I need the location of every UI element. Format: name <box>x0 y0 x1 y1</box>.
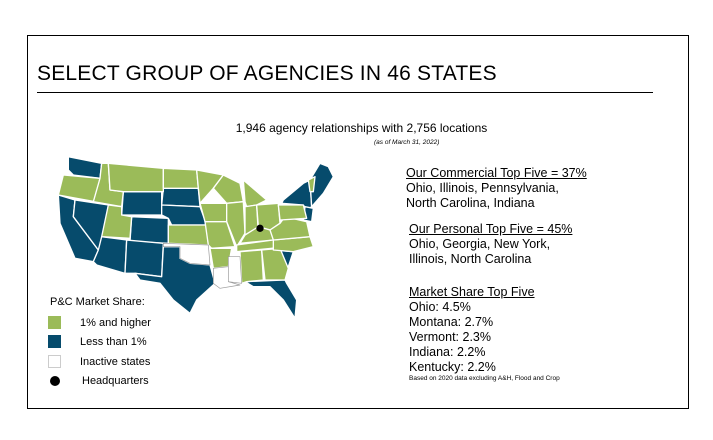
state-nd <box>162 167 199 189</box>
state-ms <box>227 256 242 284</box>
state-nm <box>124 239 164 278</box>
legend-label: Less than 1% <box>80 335 147 348</box>
state-fl <box>244 279 298 319</box>
market-share-item: Vermont: 2.3% <box>409 330 491 344</box>
state-pa <box>277 204 308 221</box>
as-of-date: (as of March 31, 2022) <box>374 139 440 146</box>
personal-top-five: Our Personal Top Five = 45% Ohio, Georgi… <box>409 222 572 267</box>
personal-line-2: Illinois, North Carolina <box>409 252 532 266</box>
market-share-heading: Market Share Top Five <box>409 285 535 299</box>
slide-title: SELECT GROUP OF AGENCIES IN 46 STATES <box>37 62 497 85</box>
state-vt <box>307 176 316 193</box>
title-divider <box>37 92 653 93</box>
subtitle: 1,946 agency relationships with 2,756 lo… <box>235 121 488 135</box>
state-new-england <box>309 162 334 208</box>
legend-label: 1% and higher <box>80 316 151 329</box>
state-mt <box>107 162 164 193</box>
market-share-item: Kentucky: 2.2% <box>409 360 496 374</box>
commercial-line-1: Ohio, Illinois, Pennsylvania, <box>406 181 559 195</box>
state-wy <box>120 191 163 216</box>
state-mo <box>204 221 236 249</box>
state-va-wv <box>269 216 311 241</box>
legend-label: Inactive states <box>80 355 151 368</box>
commercial-heading: Our Commercial Top Five = 37% <box>406 166 587 180</box>
state-al <box>239 249 264 284</box>
commercial-top-five: Our Commercial Top Five = 37% Ohio, Illi… <box>406 166 587 211</box>
state-ks <box>167 224 209 246</box>
legend-item-hq: Headquarters <box>48 375 149 387</box>
market-share-top-five: Market Share Top Five Ohio: 4.5% Montana… <box>409 285 560 383</box>
market-share-note: Based on 2020 data excluding A&H, Flood … <box>409 375 560 382</box>
headquarters-dot-icon <box>50 376 60 386</box>
personal-heading: Our Personal Top Five = 45% <box>409 222 573 236</box>
state-co <box>129 216 169 244</box>
state-sd <box>161 187 201 208</box>
commercial-line-2: North Carolina, Indiana <box>406 196 535 210</box>
market-share-item: Ohio: 4.5% <box>409 300 471 314</box>
state-mn <box>196 169 224 204</box>
slide-frame <box>27 35 689 409</box>
legend-title: P&C Market Share: <box>50 296 145 308</box>
headquarters-marker <box>256 224 264 232</box>
state-mi <box>242 179 268 208</box>
legend-item-inactive: Inactive states <box>48 355 150 368</box>
us-map <box>57 156 334 319</box>
market-share-item: Montana: 2.7% <box>409 315 494 329</box>
legend-swatch-white <box>48 355 61 368</box>
legend-label: Headquarters <box>82 375 149 387</box>
legend-item-low: Less than 1% <box>48 335 147 348</box>
market-share-item: Indiana: 2.2% <box>409 345 486 359</box>
state-ok <box>162 242 211 266</box>
state-il <box>226 201 246 248</box>
state-ia <box>199 202 228 223</box>
state-wi <box>212 174 244 204</box>
personal-line-1: Ohio, Georgia, New York, <box>409 237 551 251</box>
legend-item-high: 1% and higher <box>48 316 151 329</box>
state-ut <box>100 204 133 239</box>
state-wa <box>67 156 103 179</box>
legend-swatch-blue <box>48 335 61 348</box>
legend-swatch-green <box>48 316 61 329</box>
